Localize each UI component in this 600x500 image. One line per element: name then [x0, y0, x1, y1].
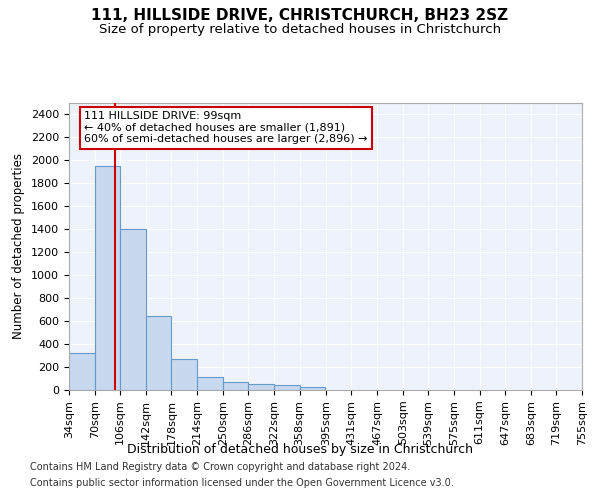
Bar — [95, 166, 120, 390]
Text: Distribution of detached houses by size in Christchurch: Distribution of detached houses by size … — [127, 442, 473, 456]
Y-axis label: Number of detached properties: Number of detached properties — [13, 153, 25, 340]
Bar — [299, 386, 325, 390]
Bar — [69, 353, 95, 390]
Text: Contains HM Land Registry data © Crown copyright and database right 2024.: Contains HM Land Registry data © Crown c… — [30, 462, 410, 472]
Bar — [120, 229, 146, 390]
Bar — [223, 382, 248, 390]
Bar — [274, 385, 299, 390]
Text: 111, HILLSIDE DRIVE, CHRISTCHURCH, BH23 2SZ: 111, HILLSIDE DRIVE, CHRISTCHURCH, BH23 … — [91, 8, 509, 22]
Bar — [146, 316, 172, 390]
Text: Contains public sector information licensed under the Open Government Licence v3: Contains public sector information licen… — [30, 478, 454, 488]
Text: 111 HILLSIDE DRIVE: 99sqm
← 40% of detached houses are smaller (1,891)
60% of se: 111 HILLSIDE DRIVE: 99sqm ← 40% of detac… — [85, 111, 368, 144]
Text: Size of property relative to detached houses in Christchurch: Size of property relative to detached ho… — [99, 22, 501, 36]
Bar — [172, 359, 197, 390]
Bar — [197, 378, 223, 390]
Bar — [248, 384, 274, 390]
